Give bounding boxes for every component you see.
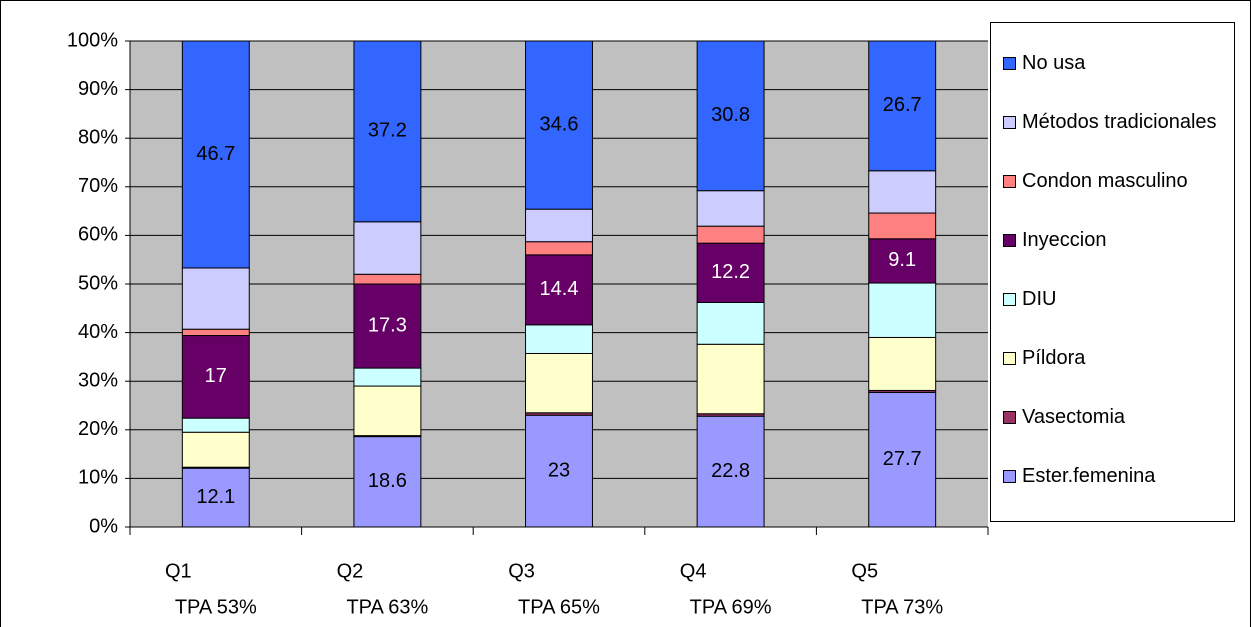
data-label: 12.2 xyxy=(711,261,750,283)
legend-swatch xyxy=(1003,57,1016,70)
legend-entry: Inyeccion xyxy=(1003,225,1228,255)
x-tick-label: TPA 63% xyxy=(346,596,428,618)
y-tick-label: 30% xyxy=(78,369,118,391)
data-label: 22.8 xyxy=(711,460,750,482)
legend-entry: Ester.femenina xyxy=(1003,461,1228,491)
legend-label: Ester.femenina xyxy=(1022,465,1156,487)
y-tick-label: 90% xyxy=(78,78,118,100)
data-label: 27.7 xyxy=(883,448,922,470)
legend-entry: Condon masculino xyxy=(1003,166,1228,196)
legend-label: Inyeccion xyxy=(1022,229,1107,251)
legend-swatch xyxy=(1003,234,1016,247)
bar-segment xyxy=(525,324,593,354)
legend-entry: Píldora xyxy=(1003,343,1228,373)
y-tick-label: 80% xyxy=(78,126,118,148)
data-label: 9.1 xyxy=(888,249,916,271)
x-tick-label: Q2 xyxy=(337,560,364,582)
bar-segment xyxy=(181,335,250,419)
bar-segment xyxy=(525,414,593,528)
bar-segment xyxy=(353,385,422,437)
bar-segment xyxy=(696,343,765,415)
legend-entry: Métodos tradicionales xyxy=(1003,107,1228,137)
y-tick-label: 20% xyxy=(78,418,118,440)
y-tick-label: 70% xyxy=(78,175,118,197)
bar-segment xyxy=(868,282,937,338)
data-label: 37.2 xyxy=(368,120,407,142)
data-label: 26.7 xyxy=(883,94,922,116)
legend-label: Vasectomia xyxy=(1022,406,1126,428)
bar-segment xyxy=(181,328,250,337)
bar-segment xyxy=(181,417,250,433)
x-tick-label: Q4 xyxy=(680,560,707,582)
y-tick-label: 50% xyxy=(78,272,118,294)
bar-segment xyxy=(868,336,937,391)
bar-segment xyxy=(353,221,422,275)
bar-segment xyxy=(525,40,593,210)
legend-label: Métodos tradicionales xyxy=(1022,111,1217,133)
bar-segment xyxy=(525,208,593,243)
legend-swatch xyxy=(1003,470,1016,483)
bar-segment xyxy=(868,40,937,172)
x-tick-label: TPA 65% xyxy=(518,596,600,618)
bar-segment xyxy=(353,436,422,528)
bar-segment xyxy=(525,352,593,414)
data-label: 17 xyxy=(205,365,227,387)
x-tick-label: Q5 xyxy=(851,560,878,582)
legend-label: Píldora xyxy=(1022,347,1086,369)
x-tick-label: TPA 73% xyxy=(861,596,943,618)
y-tick-label: 0% xyxy=(89,515,118,537)
y-tick-label: 40% xyxy=(78,321,118,343)
bar-segment xyxy=(353,273,422,285)
data-label: 34.6 xyxy=(540,113,579,135)
data-label: 14.4 xyxy=(540,278,579,300)
legend-label: No usa xyxy=(1022,52,1086,74)
bar-segment xyxy=(868,238,937,284)
bar-segment xyxy=(181,267,250,330)
bar-segment xyxy=(181,467,250,528)
data-label: 23 xyxy=(548,459,570,481)
data-label: 18.6 xyxy=(368,470,407,492)
bar-segment xyxy=(181,431,250,468)
legend-entry: Vasectomia xyxy=(1003,402,1228,432)
legend-swatch xyxy=(1003,175,1016,188)
x-tick-label: TPA 69% xyxy=(690,596,772,618)
legend-swatch xyxy=(1003,411,1016,424)
y-tick-label: 100% xyxy=(67,29,118,51)
legend-label: Condon masculino xyxy=(1022,170,1188,192)
bar-segment xyxy=(868,170,937,214)
legend-swatch xyxy=(1003,352,1016,365)
legend-swatch xyxy=(1003,293,1016,306)
bar-segment xyxy=(525,254,593,326)
x-tick-label: TPA 53% xyxy=(175,596,257,618)
legend-entry: No usa xyxy=(1003,48,1228,78)
bar-segment xyxy=(353,283,422,369)
legend-entry: DIU xyxy=(1003,284,1228,314)
bar-segment xyxy=(696,190,765,227)
data-label: 12.1 xyxy=(196,486,235,508)
bar-segment xyxy=(696,242,765,303)
bar-segment xyxy=(353,40,422,223)
legend: Ester.femenina Vasectomia Píldora DIU Inyecc… xyxy=(990,22,1235,522)
data-label: 30.8 xyxy=(711,104,750,126)
bar-segment xyxy=(525,241,593,256)
x-tick-label: Q1 xyxy=(165,560,192,582)
legend-label: DIU xyxy=(1022,288,1057,310)
data-label: 17.3 xyxy=(368,314,407,336)
x-tick-label: Q3 xyxy=(508,560,535,582)
legend-swatch xyxy=(1003,116,1016,129)
bar-segment xyxy=(868,212,937,240)
data-label: 46.7 xyxy=(196,143,235,165)
y-tick-label: 60% xyxy=(78,224,118,246)
bar-segment xyxy=(696,301,765,345)
bar-segment xyxy=(353,367,422,387)
bar-segment xyxy=(696,225,765,244)
y-tick-label: 10% xyxy=(78,467,118,489)
bar-segment xyxy=(181,40,250,269)
bar-segment xyxy=(696,40,765,192)
